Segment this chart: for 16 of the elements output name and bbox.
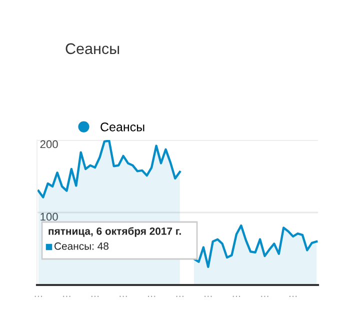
x-tick-label: …: [289, 296, 297, 297]
x-tick-label: …: [232, 296, 240, 297]
annotation: Сеансы: 48: [54, 242, 108, 250]
x-tick-label: …: [176, 296, 184, 297]
x-tick-label: …: [34, 296, 42, 297]
x-tick-label: …: [120, 296, 127, 297]
x-tick-label: …: [148, 296, 156, 297]
y-tick-label: 200: [40, 140, 58, 148]
chart-title: Сеансы: [66, 43, 120, 54]
legend-label: Сеансы: [100, 122, 144, 132]
y-tick-label: 100: [40, 212, 58, 221]
x-tick-label: …: [91, 296, 99, 297]
x-tick-label: …: [261, 296, 268, 297]
annotation: пятница, 6 октября 2017 г.: [48, 227, 181, 237]
x-tick-label: …: [204, 296, 212, 297]
x-tick-label: …: [63, 296, 70, 297]
